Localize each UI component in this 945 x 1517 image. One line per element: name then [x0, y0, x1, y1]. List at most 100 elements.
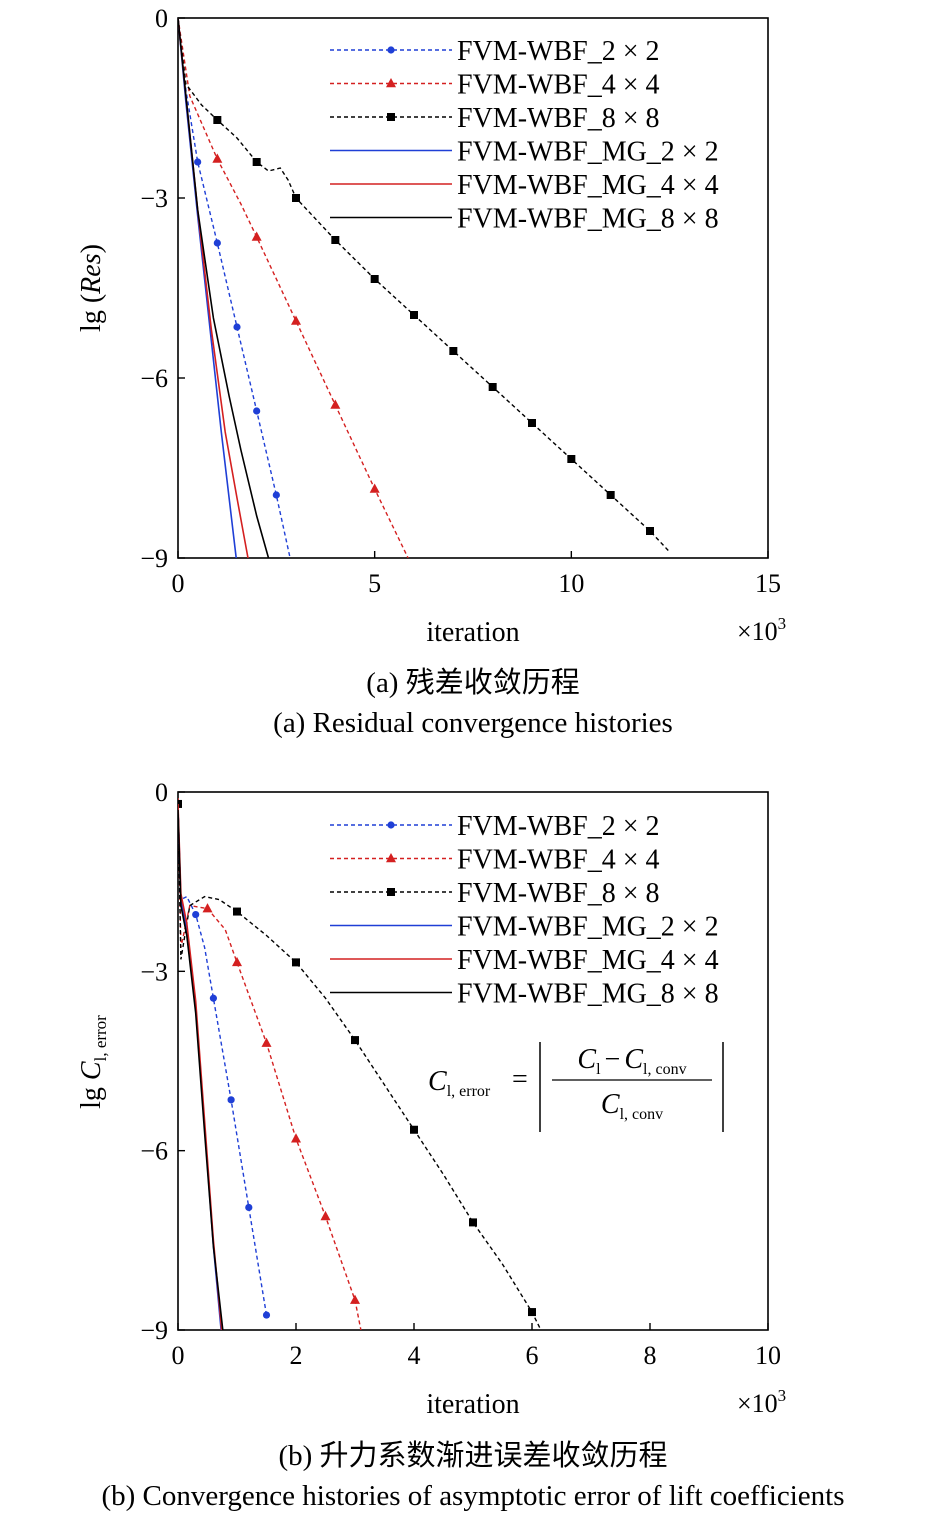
- chart-b-series-2-point: [528, 1308, 536, 1317]
- chart-b-series-line-2: [178, 803, 542, 1330]
- chart-b-y-tick-label: 0: [155, 778, 168, 807]
- chart-b-x-tick-label: 8: [644, 1341, 657, 1370]
- chart-a-series-2-point: [292, 194, 300, 202]
- chart-a-series-2-point: [528, 419, 536, 427]
- chart-a-series-2-point: [370, 275, 379, 283]
- chart-b-ticks: 0 2 4 6 8 10 0 −3 −6 −9: [140, 778, 781, 1370]
- chart-a-legend-label: FVM-WBF_MG_2 × 2: [457, 137, 719, 168]
- chart-b-legend-label: FVM-WBF_MG_8 × 8: [457, 979, 719, 1010]
- chart-a-series-1-point: [212, 153, 223, 163]
- chart-a-y-tick-label: −6: [140, 364, 168, 393]
- chart-a-x-tick-label: 10: [558, 569, 584, 598]
- chart-a-series-2-point: [213, 116, 222, 124]
- chart-a-series-0-point: [233, 323, 241, 331]
- chart-b-series-0-point: [192, 910, 200, 919]
- chart-b-caption-cn: (b) 升力系数渐进误差收敛历程: [278, 1439, 667, 1472]
- chart-a-caption-cn: (a) 残差收敛历程: [366, 666, 579, 699]
- chart-a-series-2-point: [488, 383, 497, 391]
- chart-b-caption-en: (b) Convergence histories of asymptotic …: [101, 1480, 844, 1512]
- chart-a-legend-label: FVM-WBF_MG_4 × 4: [457, 170, 719, 201]
- chart-a-series-2-point: [449, 347, 458, 355]
- chart-a-x-axis-label: iteration: [426, 617, 519, 648]
- chart-a-series-line-2: [178, 18, 671, 553]
- chart-b-legend-marker: [387, 821, 395, 829]
- chart-b-series-0-point: [209, 994, 217, 1002]
- chart-b-series-0-point: [262, 1311, 271, 1319]
- chart-b-legend-marker: [387, 888, 395, 896]
- chart-a-series-line-0: [178, 18, 291, 558]
- chart-b-series-1-point: [291, 1133, 301, 1143]
- chart-a-series-0-point: [253, 407, 261, 415]
- chart-b-y-axis-label: lg Cl, error: [76, 1015, 110, 1109]
- chart-a-x-multiplier: ×103: [737, 614, 786, 646]
- chart-b-y-tick-label: −6: [140, 1137, 168, 1166]
- chart-b-legend-label: FVM-WBF_2 × 2: [457, 811, 659, 842]
- chart-b-formula: Cl, error = Cl − Cl, conv Cl, conv: [428, 1042, 724, 1132]
- chart-a-series-line-4: [178, 18, 249, 558]
- chart-a-legend-marker: [386, 78, 396, 88]
- chart-b-series-1-point: [232, 956, 242, 967]
- chart-b-legend-label: FVM-WBF_8 × 8: [457, 878, 659, 909]
- chart-b-series-1-point: [202, 903, 213, 913]
- chart-b-series-2-point: [233, 907, 241, 916]
- formula-equals: =: [512, 1064, 528, 1095]
- chart-a-series-line-5: [178, 18, 270, 558]
- chart-a-x-tick-label: 0: [172, 569, 185, 598]
- chart-b-x-tick-label: 6: [526, 1341, 539, 1370]
- chart-b-plot-frame: [177, 791, 769, 1331]
- formula-numerator: Cl − Cl, conv: [577, 1044, 686, 1078]
- chart-a-y-tick-label: −9: [140, 544, 168, 573]
- chart-b-x-tick-label: 10: [755, 1341, 781, 1370]
- chart-b-x-axis-label: iteration: [426, 1389, 519, 1420]
- chart-b-series-1-point: [350, 1294, 360, 1304]
- chart-b-series-2-point: [469, 1218, 477, 1227]
- chart-a-series-1-point: [251, 231, 262, 241]
- chart-b-series: [178, 797, 542, 1330]
- formula-lhs: Cl, error: [428, 1066, 491, 1100]
- chart-a-series-2-point: [606, 491, 615, 499]
- chart-a-series-2-point: [410, 311, 418, 319]
- chart-a-ticks: 0 5 10 15 0 −3 −6 −9: [140, 4, 781, 598]
- chart-a-series-2-point: [567, 455, 576, 463]
- formula-denominator: Cl, conv: [601, 1089, 663, 1123]
- chart-b-legend-label: FVM-WBF_MG_2 × 2: [457, 912, 719, 943]
- chart-b-series-2-point: [292, 958, 300, 967]
- chart-b-y-tick-label: −3: [140, 957, 168, 986]
- chart-a-y-tick-label: 0: [155, 4, 168, 33]
- chart-b-series-line-0: [178, 803, 268, 1316]
- chart-a-series-0-point: [213, 239, 221, 247]
- chart-a-caption-en: (a) Residual convergence histories: [273, 707, 673, 739]
- chart-a-y-tick-label: −3: [140, 184, 168, 213]
- chart-b-y-tick-label: −9: [140, 1316, 168, 1345]
- chart-b-series-2-point: [351, 1036, 359, 1045]
- chart-b-series-0-point: [245, 1203, 253, 1212]
- chart-a-legend-label: FVM-WBF_4 × 4: [457, 70, 659, 101]
- chart-a-series-2-point: [252, 158, 261, 166]
- chart-a-series-2-point: [646, 527, 654, 535]
- chart-a-y-axis-label: lg (Res): [76, 244, 107, 332]
- chart-b-x-multiplier: ×103: [737, 1386, 786, 1418]
- chart-b-series-line-5: [178, 809, 224, 1330]
- chart-a-series-line-1: [178, 18, 409, 558]
- chart-a-x-tick-label: 5: [368, 569, 381, 598]
- chart-a-series-2-point: [331, 236, 340, 244]
- chart-b-series-0-point: [227, 1096, 235, 1104]
- chart-a-legend-marker: [387, 46, 395, 54]
- chart-a-series-0-point: [272, 491, 280, 499]
- chart-a-series-0-point: [194, 158, 202, 166]
- chart-a-x-tick-label: 15: [755, 569, 781, 598]
- chart-b-legend-label: FVM-WBF_4 × 4: [457, 845, 659, 876]
- chart-a-legend-label: FVM-WBF_8 × 8: [457, 103, 659, 134]
- chart-a-plot-frame: [177, 17, 769, 559]
- chart-b-x-tick-label: 4: [408, 1341, 421, 1370]
- chart-b-x-tick-label: 2: [290, 1341, 303, 1370]
- chart-b-series-1-point: [261, 1037, 272, 1047]
- chart-a-series-1-point: [291, 315, 301, 325]
- chart-a-series: [178, 18, 671, 558]
- chart-a-legend-label: FVM-WBF_MG_8 × 8: [457, 204, 719, 235]
